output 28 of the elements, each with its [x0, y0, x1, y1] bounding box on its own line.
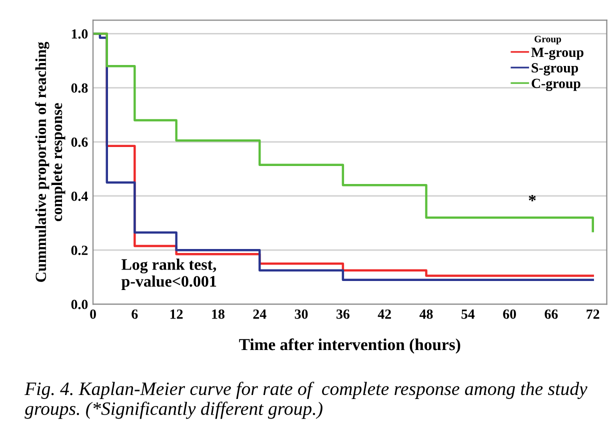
y-tick-label: 0.2: [71, 246, 88, 256]
x-tick-label: 36: [336, 309, 350, 319]
x-tick-label: 30: [294, 309, 308, 319]
x-tick-label: 54: [462, 310, 475, 319]
x-tick-label: 18: [212, 309, 224, 319]
legend-label: S-group: [532, 63, 578, 76]
x-axis-title: Time after intervention (hours): [239, 338, 460, 354]
legend-label: M-group: [531, 48, 584, 60]
legend-title: Group: [534, 36, 562, 44]
x-tick-label: 6: [132, 309, 138, 319]
y-tick-label: 0.4: [71, 192, 88, 202]
annotation: Log rank test, p-value<0.001: [121, 258, 216, 290]
annotation: *: [528, 194, 536, 202]
x-tick-label: 60: [503, 309, 516, 319]
x-tick-label: 12: [170, 309, 183, 319]
y-tick-label: 0.6: [71, 137, 88, 147]
x-tick-label: 72: [586, 309, 600, 319]
y-axis-title: Cummulative proportion of reaching complete response: [35, 42, 66, 282]
x-tick-label: 42: [378, 309, 391, 319]
legend-label: C-group: [532, 78, 580, 92]
y-tick-label: 1.0: [72, 29, 88, 39]
x-tick-label: 0: [90, 309, 96, 319]
x-tick-label: 66: [544, 309, 558, 319]
x-tick-label: 48: [420, 309, 433, 319]
y-tick-label: 0.8: [71, 83, 88, 93]
caption: Fig. 4. Kaplan-Meier curve for rate of complete response among the study groups. (*Significantly different group.): [24, 382, 588, 419]
x-tick-label: 24: [253, 309, 266, 319]
y-tick-label: 0.0: [71, 300, 88, 310]
